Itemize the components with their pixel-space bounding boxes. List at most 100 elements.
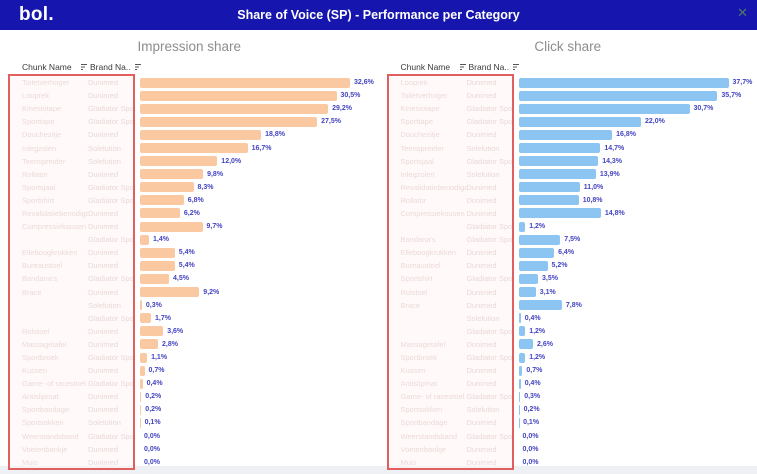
bar-zone: 1,7%: [140, 313, 379, 324]
brand-name-column-header[interactable]: Brand Na..: [469, 58, 520, 76]
share-bar[interactable]: [518, 339, 533, 350]
share-bar[interactable]: [140, 156, 218, 167]
chunk-name-cell: Game- of racestoel: [22, 379, 86, 389]
bar-value-label: 16,8%: [616, 131, 636, 139]
share-bar[interactable]: [140, 208, 180, 219]
bar-zone: 11,0%: [518, 182, 757, 193]
bar-value-label: 9,2%: [203, 288, 220, 296]
share-bar[interactable]: [140, 182, 194, 193]
bar-zone: 0,1%: [518, 417, 757, 428]
bar-zone: 1,2%: [518, 221, 757, 232]
chunk-name-cell: Rolstoel: [400, 287, 428, 297]
sort-lines-icon[interactable]: [459, 58, 467, 76]
share-bar[interactable]: [518, 273, 538, 284]
share-bar[interactable]: [518, 169, 596, 180]
share-bar[interactable]: [140, 365, 145, 376]
share-bar[interactable]: [140, 287, 200, 298]
redacted-name-cells: Voetenbankje Dunimed: [379, 445, 514, 454]
redacted-name-cells: Sportbandage Dunimed: [0, 405, 135, 414]
brand-name-cell: Dunimed: [466, 78, 497, 88]
share-bar[interactable]: [518, 116, 641, 127]
chart-row: Looprek Dunimed 37,7%: [379, 76, 757, 89]
chunk-name-cell: Massagetafel: [22, 339, 67, 349]
share-bar[interactable]: [518, 417, 520, 428]
share-bar[interactable]: [140, 234, 149, 245]
share-bar[interactable]: [140, 404, 142, 415]
share-bar[interactable]: [518, 404, 520, 415]
share-bar[interactable]: [140, 116, 318, 127]
sort-lines-icon[interactable]: [80, 58, 88, 76]
brand-name-cell: Dunimed: [466, 366, 497, 376]
share-bar[interactable]: [518, 208, 601, 219]
column-header-row: Chunk Name Brand Na..: [379, 60, 757, 73]
share-bar[interactable]: [140, 352, 148, 363]
share-bar[interactable]: [140, 273, 169, 284]
share-bar[interactable]: [518, 143, 601, 154]
chunk-name-cell: Bandana's: [22, 274, 58, 284]
share-bar[interactable]: [518, 391, 521, 402]
chunk-name-column-header[interactable]: Chunk Name: [22, 58, 88, 76]
share-bar[interactable]: [140, 391, 142, 402]
share-bar[interactable]: [518, 234, 561, 245]
chart-row: Bandana's Gladiator Sports 4,5%: [0, 272, 379, 285]
share-bar[interactable]: [140, 77, 350, 88]
share-bar[interactable]: [140, 247, 175, 258]
share-bar[interactable]: [518, 221, 526, 232]
bar-value-label: 7,5%: [564, 236, 581, 244]
share-bar[interactable]: [140, 221, 203, 232]
share-bar[interactable]: [518, 156, 599, 167]
share-bar[interactable]: [518, 260, 548, 271]
share-bar[interactable]: [518, 77, 729, 88]
share-bar[interactable]: [140, 300, 142, 311]
share-bar[interactable]: [140, 103, 329, 114]
share-bar[interactable]: [140, 90, 337, 101]
share-bar[interactable]: [518, 352, 526, 363]
sort-lines-icon[interactable]: [512, 58, 520, 76]
redacted-name-cells: Brace Dunimed: [379, 301, 514, 310]
sort-lines-icon[interactable]: [134, 58, 142, 76]
share-bar[interactable]: [518, 365, 523, 376]
share-bar[interactable]: [518, 378, 521, 389]
share-bar[interactable]: [140, 143, 248, 154]
share-bar[interactable]: [140, 313, 151, 324]
share-bar[interactable]: [140, 417, 141, 428]
brand-name-cell: Dunimed: [466, 418, 497, 428]
close-icon[interactable]: ✕: [737, 5, 748, 20]
share-bar[interactable]: [518, 103, 690, 114]
redacted-name-cells: Sportshirt Gladiator Sports: [379, 274, 514, 283]
bar-zone: 2,8%: [140, 339, 379, 350]
redacted-name-cells: Massagetafel Dunimed: [379, 340, 514, 349]
chunk-name-cell: Sporttape: [400, 117, 434, 127]
bar-zone: 5,4%: [140, 260, 379, 271]
share-bar[interactable]: [140, 260, 175, 271]
bar-zone: 0,3%: [140, 300, 379, 311]
chunk-name-cell: Toiletverhoger: [22, 78, 70, 88]
bar-zone: 0,0%: [519, 431, 757, 441]
redacted-name-cells: Sporttape Gladiator Sports: [0, 117, 135, 126]
share-bar[interactable]: [140, 326, 164, 337]
share-bar[interactable]: [518, 300, 562, 311]
share-bar[interactable]: [518, 247, 555, 258]
share-bar[interactable]: [140, 129, 262, 140]
brand-name-column-header[interactable]: Brand Na..: [90, 58, 141, 76]
bar-value-label: 16,7%: [251, 144, 272, 152]
share-bar[interactable]: [518, 326, 526, 337]
chart-row: Douchezitje Dunimed 18,8%: [0, 128, 379, 141]
brand-name-cell: Dunimed: [466, 300, 497, 310]
brand-name-cell: Solelution: [466, 143, 500, 153]
share-bar[interactable]: [140, 169, 204, 180]
redacted-name-cells: Sporttape Gladiator Sports: [379, 117, 514, 126]
share-bar[interactable]: [140, 195, 184, 206]
bar-zone: 10,8%: [518, 195, 757, 206]
share-bar[interactable]: [518, 195, 579, 206]
share-bar[interactable]: [518, 313, 521, 324]
share-bar[interactable]: [140, 339, 158, 350]
share-bar[interactable]: [140, 378, 143, 389]
share-bar[interactable]: [518, 287, 536, 298]
share-bar[interactable]: [518, 90, 718, 101]
chunk-name-column-header[interactable]: Chunk Name: [401, 58, 467, 76]
redacted-name-cells: Sportsjaal Gladiator Sports: [379, 157, 514, 166]
chart-row: RevalidatiebenodigdhedenDunimed 11,0%: [379, 181, 757, 194]
share-bar[interactable]: [518, 182, 580, 193]
share-bar[interactable]: [518, 129, 613, 140]
